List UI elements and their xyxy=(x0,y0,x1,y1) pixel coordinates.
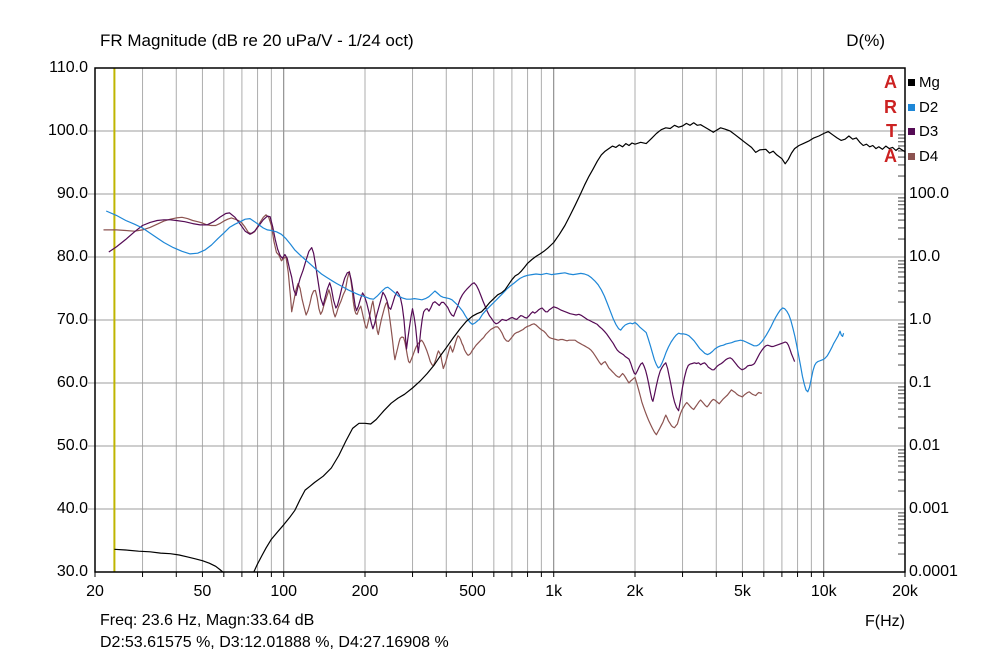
curve-d4 xyxy=(103,214,762,436)
y-right-tick-label: 10.0 xyxy=(909,248,941,265)
y-left-tick-label: 110.0 xyxy=(49,59,88,76)
legend-swatch-mg xyxy=(908,79,915,86)
x-tick-label: 20k xyxy=(892,583,918,600)
chart-title: FR Magnitude (dB re 20 uPa/V - 1/24 oct) xyxy=(100,31,414,50)
legend-label: Mg xyxy=(919,74,940,91)
x-tick-label: 2k xyxy=(626,583,644,600)
status-line-freq-magn: Freq: 23.6 Hz, Magn:33.64 dB xyxy=(100,612,315,629)
x-tick-label: 500 xyxy=(459,583,486,600)
legend-label: D4 xyxy=(919,148,939,166)
arta-watermark-letter: T xyxy=(886,121,897,142)
legend-item-mg: Mg xyxy=(908,74,940,91)
status-line-distortion: D2:53.61575 %, D3:12.01888 %, D4:27.1690… xyxy=(100,634,449,651)
x-tick-label: 1k xyxy=(545,583,563,600)
y-left-tick-label: 90.0 xyxy=(56,185,88,202)
legend-swatch-d4 xyxy=(908,153,915,161)
right-axis-title: D(%) xyxy=(846,31,885,50)
arta-watermark-letter: R xyxy=(884,96,897,117)
legend-item-d4: D4 xyxy=(908,148,938,165)
y-right-tick-label: 100.0 xyxy=(909,185,950,202)
legend-item-d3: D3 xyxy=(908,123,938,140)
y-right-tick-label: 1.0 xyxy=(909,311,932,328)
curve-d2 xyxy=(105,210,845,393)
legend-label: D2 xyxy=(919,98,939,116)
arta-watermark-letter: A xyxy=(884,72,897,92)
x-tick-label: 10k xyxy=(810,583,837,600)
y-right-tick-label: 0.0001 xyxy=(909,563,958,580)
plot-border xyxy=(94,67,906,573)
y-right-tick-label: 0.1 xyxy=(909,374,932,391)
y-left-tick-label: 60.0 xyxy=(56,374,88,391)
y-right-tick-label: 0.001 xyxy=(909,500,950,517)
x-tick-label: 100 xyxy=(270,583,298,600)
legend-item-d2: D2 xyxy=(908,99,938,116)
legend-swatch-d2 xyxy=(908,103,915,111)
x-tick-label: 200 xyxy=(351,583,379,600)
y-right-tick-label: 0.01 xyxy=(909,437,941,454)
x-tick-label: 50 xyxy=(193,583,212,600)
y-left-tick-label: 30.0 xyxy=(56,563,88,580)
x-tick-label: 20 xyxy=(86,583,104,600)
curve-mg xyxy=(253,122,906,573)
legend-swatch-d3 xyxy=(908,128,915,136)
curve-mg xyxy=(114,548,224,573)
y-left-tick-label: 70.0 xyxy=(56,311,88,328)
curve-d3 xyxy=(108,212,796,412)
y-left-tick-label: 100.0 xyxy=(47,122,88,139)
y-left-tick-label: 80.0 xyxy=(56,248,88,265)
legend-label: D3 xyxy=(919,123,939,141)
y-left-tick-label: 50.0 xyxy=(56,437,88,454)
x-axis-title: F(Hz) xyxy=(865,613,905,630)
x-tick-label: 5k xyxy=(733,583,751,600)
arta-watermark-letter: A xyxy=(884,146,897,167)
y-left-tick-label: 40.0 xyxy=(56,500,88,517)
